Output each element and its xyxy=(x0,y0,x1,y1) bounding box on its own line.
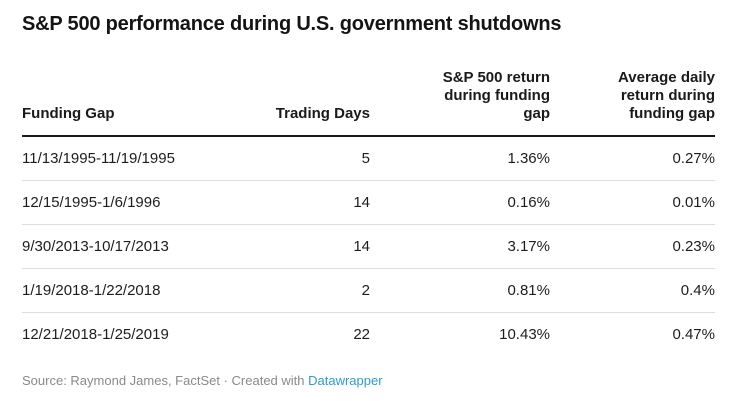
cell-sp500-return: 1.36% xyxy=(370,136,550,181)
column-header-funding-gap: Funding Gap xyxy=(22,69,222,137)
column-header-label: Average daily return during funding gap xyxy=(618,69,715,122)
cell-trading-days: 5 xyxy=(222,136,370,181)
cell-funding-gap: 1/19/2018-1/22/2018 xyxy=(22,268,222,313)
column-header-label: Trading Days xyxy=(275,105,370,122)
chart-title: S&P 500 performance during U.S. governme… xyxy=(22,13,562,35)
table-body: 11/13/1995-11/19/1995 5 1.36% 0.27% 12/15/19… xyxy=(22,136,715,356)
cell-avg-daily-return: 0.27% xyxy=(550,136,715,181)
cell-funding-gap: 9/30/2013-10/17/2013 xyxy=(22,224,222,269)
cell-trading-days: 14 xyxy=(222,180,370,225)
cell-funding-gap: 12/21/2018-1/25/2019 xyxy=(22,326,169,343)
column-header-label: Funding Gap xyxy=(22,105,115,122)
cell-avg-daily-return: 0.01% xyxy=(550,180,715,225)
column-header-sp500-return: S&P 500 return during funding gap xyxy=(370,69,550,137)
table-row: 12/21/2018-1/25/2019 22 10.43% 0.47% xyxy=(22,313,715,357)
source-text: Source: Raymond James, FactSet · Created… xyxy=(22,373,309,388)
datawrapper-link[interactable]: Datawrapper xyxy=(308,373,383,388)
column-header-avg-daily-return: Average daily return during funding gap xyxy=(550,69,715,137)
cell-trading-days: 14 xyxy=(222,224,370,269)
cell-funding-gap: 12/15/1995-1/6/1996 xyxy=(22,180,222,225)
header-row: Funding Gap Trading Days S&P 500 return du… xyxy=(22,69,715,137)
cell-funding-gap: 11/13/1995-11/19/1995 xyxy=(22,136,222,181)
cell-trading-days: 22 xyxy=(353,326,370,343)
cell-sp500-return: 3.17% xyxy=(370,224,550,269)
table-row: 12/15/1995-1/6/1996 14 0.16% 0.01% xyxy=(22,180,715,225)
cell-sp500-return: 0.16% xyxy=(370,180,550,225)
cell-trading-days: 2 xyxy=(222,268,370,313)
column-header-trading-days: Trading Days xyxy=(222,69,370,137)
cell-avg-daily-return: 0.47% xyxy=(672,326,715,343)
shutdown-table: Funding Gap Trading Days S&P 500 return du… xyxy=(22,69,715,356)
column-header-label: S&P 500 return during funding gap xyxy=(442,69,550,122)
table-row: 11/13/1995-11/19/1995 5 1.36% 0.27% xyxy=(22,136,715,181)
cell-avg-daily-return: 0.4% xyxy=(550,268,715,313)
cell-sp500-return: 0.81% xyxy=(370,268,550,313)
table-row: 9/30/2013-10/17/2013 14 3.17% 0.23% xyxy=(22,224,715,269)
footer: Source: Raymond James, FactSet · Created… xyxy=(22,373,715,389)
cell-avg-daily-return: 0.23% xyxy=(550,224,715,269)
table-row: 1/19/2018-1/22/2018 2 0.81% 0.4% xyxy=(22,268,715,313)
cell-sp500-return: 10.43% xyxy=(499,326,550,343)
